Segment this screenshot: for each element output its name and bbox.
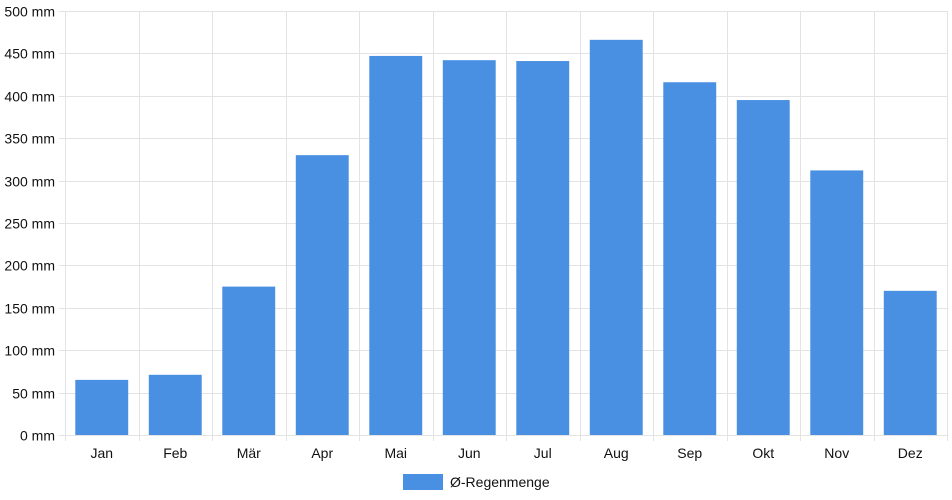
- y-tick-label: 150 mm: [4, 301, 55, 317]
- y-axis-ticks: 0 mm 50 mm 100 mm 150 mm 200 mm 250 mm 300 mm 3…: [4, 4, 55, 444]
- bar[interactable]: [222, 286, 276, 435]
- bar[interactable]: [883, 290, 937, 435]
- x-tick-label: Feb: [163, 445, 187, 461]
- bar-series: [75, 39, 937, 436]
- y-tick-label: 250 mm: [4, 216, 55, 232]
- x-axis-ticks: Jan Feb Mär Apr Mai Jun Jul Aug Sep Okt Nov Dez: [90, 445, 922, 461]
- x-tick-label: Sep: [677, 445, 702, 461]
- x-tick-label: Jul: [534, 445, 552, 461]
- x-tick-label: Mär: [237, 445, 261, 461]
- bar[interactable]: [589, 39, 643, 435]
- bar[interactable]: [663, 82, 717, 436]
- legend-label[interactable]: Ø-Regenmenge: [450, 474, 550, 490]
- bar[interactable]: [295, 155, 349, 435]
- y-tick-label: 200 mm: [4, 258, 55, 274]
- bar[interactable]: [810, 170, 864, 435]
- x-tick-label: Nov: [824, 445, 849, 461]
- x-tick-label: Dez: [898, 445, 923, 461]
- y-tick-label: 350 mm: [4, 131, 55, 147]
- bar[interactable]: [736, 100, 790, 435]
- y-tick-label: 400 mm: [4, 89, 55, 105]
- y-tick-label: 500 mm: [4, 4, 55, 20]
- x-tick-label: Jan: [90, 445, 113, 461]
- bar[interactable]: [75, 379, 129, 435]
- bar[interactable]: [516, 61, 570, 435]
- x-tick-label: Aug: [604, 445, 629, 461]
- bar[interactable]: [148, 374, 202, 435]
- chart-legend[interactable]: Ø-Regenmenge: [403, 474, 550, 490]
- y-tick-label: 0 mm: [20, 428, 55, 444]
- chart-grid: [59, 11, 948, 441]
- x-tick-label: Apr: [311, 445, 333, 461]
- y-tick-label: 50 mm: [12, 386, 55, 402]
- x-tick-label: Mai: [384, 445, 407, 461]
- x-tick-label: Okt: [752, 445, 774, 461]
- bar[interactable]: [369, 55, 423, 435]
- legend-swatch[interactable]: [403, 474, 443, 490]
- y-tick-label: 450 mm: [4, 46, 55, 62]
- y-tick-label: 100 mm: [4, 343, 55, 359]
- x-tick-label: Jun: [458, 445, 481, 461]
- bar[interactable]: [442, 60, 496, 436]
- y-tick-label: 300 mm: [4, 174, 55, 190]
